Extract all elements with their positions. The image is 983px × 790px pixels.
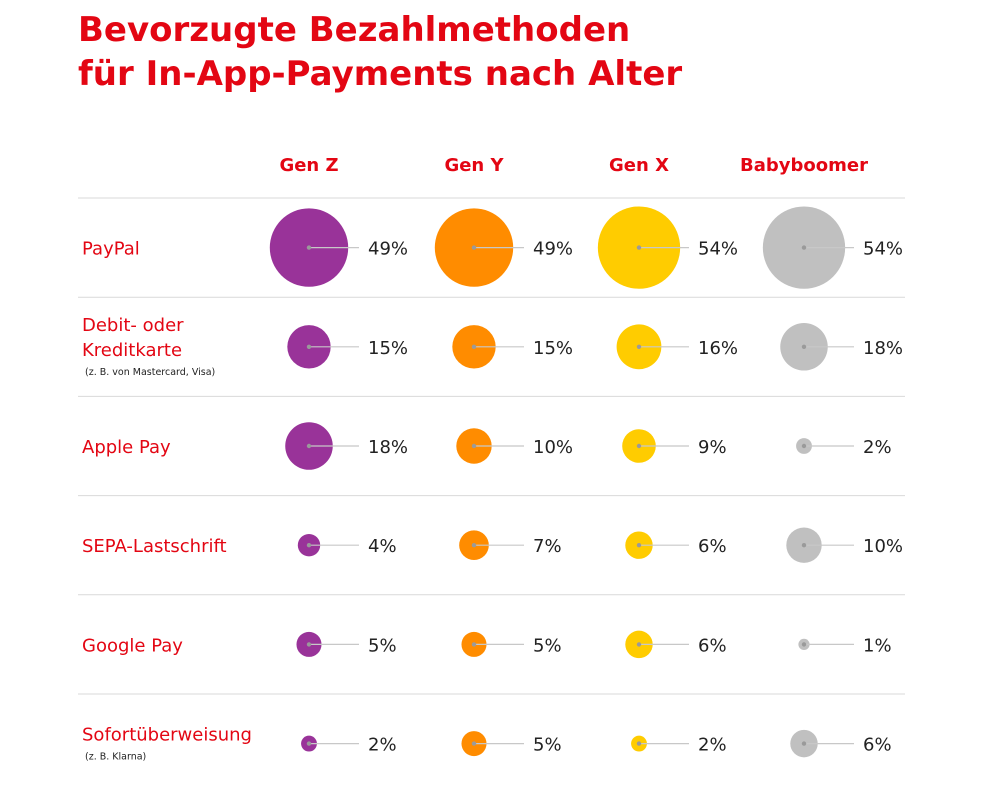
- column-header-1: Gen Y: [444, 155, 504, 176]
- value-label: 10%: [863, 536, 903, 557]
- bubble-center-dot: [306, 642, 312, 647]
- value-label: 4%: [368, 536, 397, 557]
- bubble-center-dot: [636, 543, 642, 548]
- value-label: 10%: [533, 437, 573, 458]
- value-label: 1%: [863, 635, 892, 656]
- bubble-center-dot: [801, 642, 807, 647]
- value-label: 6%: [863, 735, 892, 756]
- bubble-center-dot: [801, 543, 807, 548]
- value-label: 54%: [698, 239, 738, 260]
- bubble-center-dot: [636, 344, 642, 349]
- value-label: 5%: [533, 635, 562, 656]
- bubble-center-dot: [306, 344, 312, 349]
- chart-title: Bevorzugte Bezahlmethoden für In-App-Pay…: [78, 8, 682, 96]
- bubble-center-dot: [801, 741, 807, 746]
- row-label: Debit- oder: [82, 315, 184, 336]
- bubble-center-dot: [636, 443, 642, 449]
- value-label: 6%: [698, 536, 727, 557]
- bubble-center-dot: [471, 543, 477, 548]
- value-label: 18%: [368, 437, 408, 458]
- value-label: 2%: [368, 735, 397, 756]
- value-label: 15%: [368, 338, 408, 359]
- bubble-center-dot: [471, 741, 477, 746]
- bubble-center-dot: [306, 741, 312, 746]
- bubble-center-dot: [306, 443, 312, 449]
- row-label: Google Pay: [82, 635, 183, 656]
- column-header-0: Gen Z: [279, 155, 338, 176]
- value-label: 15%: [533, 338, 573, 359]
- column-header-3: Babyboomer: [740, 155, 868, 176]
- value-label: 49%: [533, 239, 573, 260]
- bubble-center-dot: [471, 443, 477, 449]
- value-label: 54%: [863, 239, 903, 260]
- value-label: 6%: [698, 635, 727, 656]
- bubble-center-dot: [636, 741, 642, 746]
- row-label: SEPA-Lastschrift: [82, 536, 227, 557]
- row-label: Kreditkarte: [82, 340, 182, 361]
- bubble-center-dot: [636, 245, 642, 250]
- bubble-center-dot: [471, 344, 477, 349]
- bubble-center-dot: [801, 245, 807, 250]
- row-label: Sofortüberweisung: [82, 725, 252, 746]
- row-note: (z. B. von Mastercard, Visa): [85, 367, 215, 378]
- value-label: 9%: [698, 437, 727, 458]
- bubble-center-dot: [471, 245, 477, 250]
- value-label: 5%: [533, 735, 562, 756]
- value-label: 2%: [863, 437, 892, 458]
- value-label: 5%: [368, 635, 397, 656]
- value-label: 7%: [533, 536, 562, 557]
- bubble-center-dot: [306, 245, 312, 250]
- bubble-center-dot: [636, 642, 642, 647]
- row-label: PayPal: [82, 239, 140, 260]
- column-header-2: Gen X: [609, 155, 669, 176]
- bubble-center-dot: [801, 344, 807, 349]
- value-label: 16%: [698, 338, 738, 359]
- chart-title-line-1: Bevorzugte Bezahlmethoden: [78, 10, 631, 50]
- bubble-center-dot: [471, 642, 477, 647]
- value-label: 18%: [863, 338, 903, 359]
- row-label: Apple Pay: [82, 437, 171, 458]
- row-note: (z. B. Klarna): [85, 752, 146, 763]
- chart-title-line-2: für In-App-Payments nach Alter: [78, 54, 683, 94]
- bubble-center-dot: [306, 543, 312, 548]
- value-label: 2%: [698, 735, 727, 756]
- value-label: 49%: [368, 239, 408, 260]
- bubble-center-dot: [801, 443, 807, 449]
